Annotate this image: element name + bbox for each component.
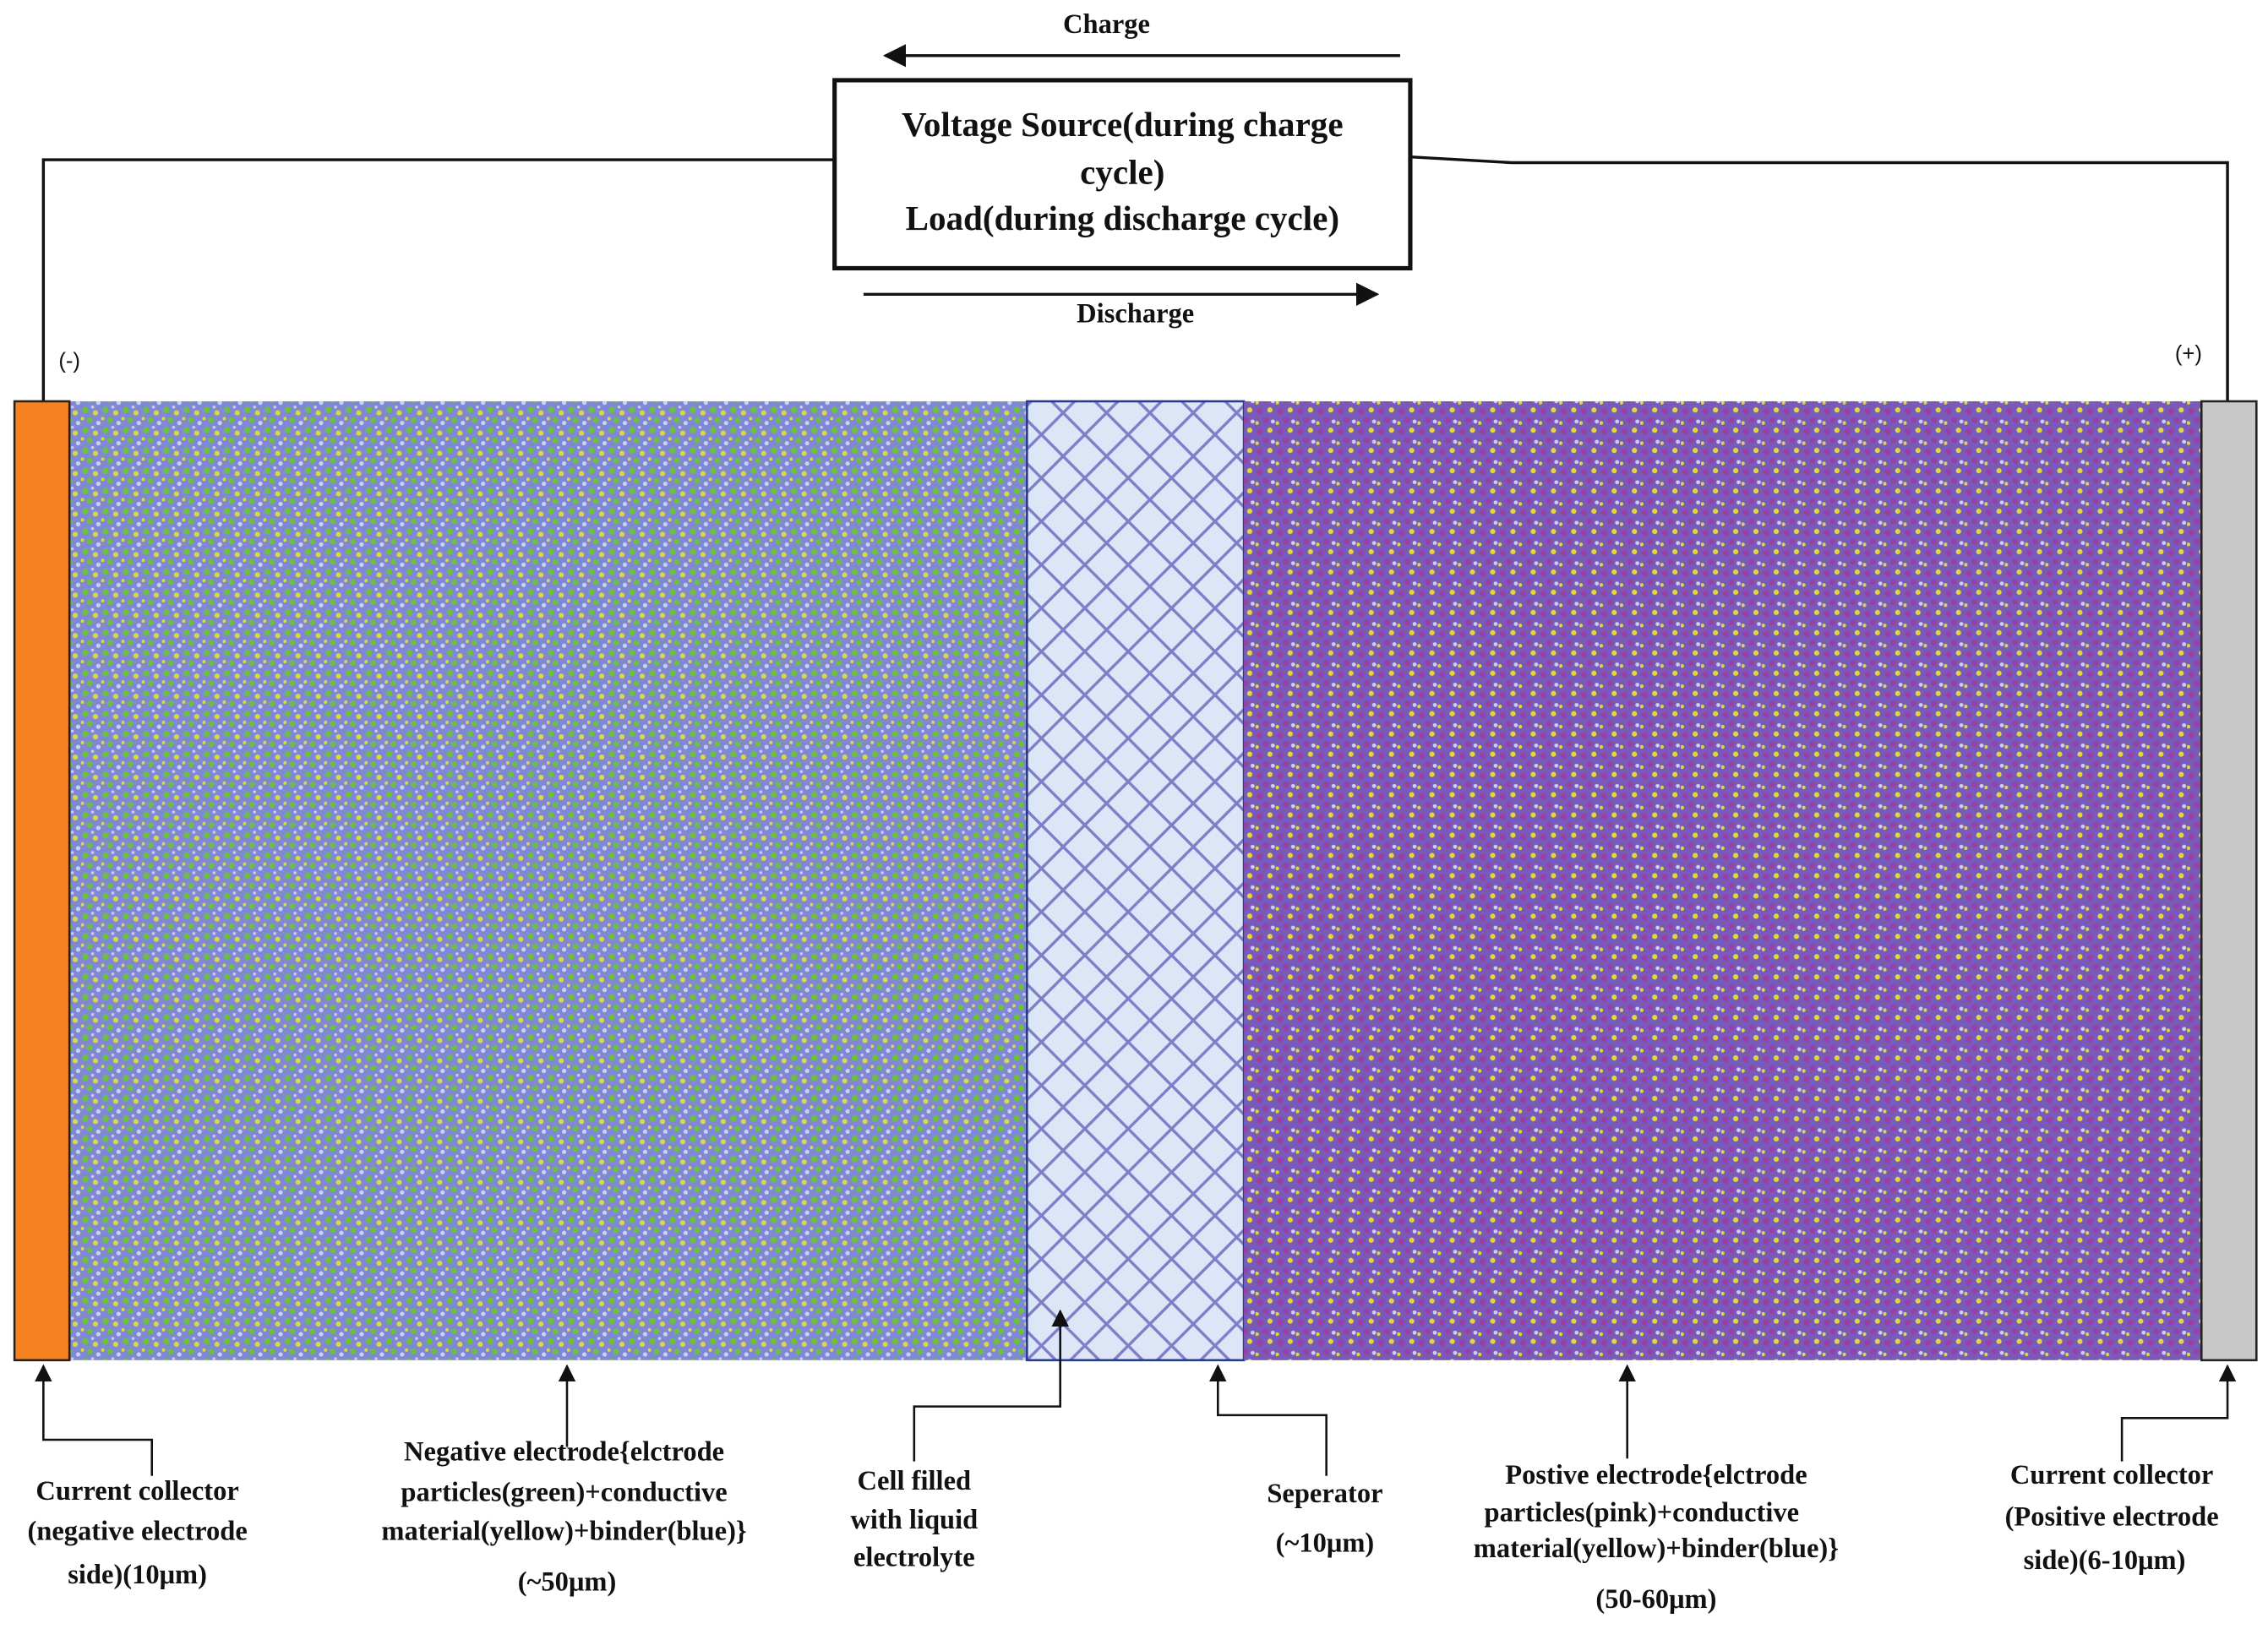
label-line: (Positive electrode (2005, 1502, 2219, 1533)
label-line: (50-60μm) (1595, 1584, 1716, 1615)
label-line: particles(pink)+conductive (1485, 1497, 1800, 1528)
label-line: Cell filled (858, 1466, 972, 1496)
terminal-label: (+) (2175, 342, 2202, 366)
label-line: Current collector (2010, 1460, 2213, 1490)
label-line: particles(green)+conductive (401, 1477, 727, 1507)
callout (1209, 1364, 1328, 1476)
positive-collector (2200, 400, 2258, 1362)
label-line: electrolyte (853, 1543, 975, 1573)
label-line: Current collector (35, 1476, 238, 1507)
wire (41, 158, 835, 401)
label-line: Negative electrode{elctrode (404, 1437, 724, 1468)
positive-electrode (1244, 400, 2202, 1360)
wire (1409, 155, 2229, 401)
terminal-label: (-) (58, 350, 80, 373)
label-line: Postive electrode{elctrode (1505, 1460, 1807, 1490)
negative-collector (13, 400, 71, 1362)
power-box (832, 78, 1413, 271)
label-line: material(yellow)+binder(blue)} (381, 1517, 746, 1547)
box-text: Voltage Source(during charge (902, 105, 1344, 144)
label-line: side)(6-10μm) (2024, 1545, 2186, 1576)
charge-label: Charge (1063, 9, 1150, 40)
label-line: Seperator (1267, 1479, 1382, 1509)
label-line: side)(10μm) (68, 1560, 207, 1590)
discharge-label: Discharge (1077, 298, 1194, 329)
label-line: (~50μm) (518, 1567, 617, 1598)
box-text: Load(during discharge cycle) (906, 199, 1339, 237)
callout (35, 1364, 154, 1476)
label-line: with liquid (850, 1505, 978, 1535)
negative-electrode (69, 400, 1028, 1360)
callout (2120, 1364, 2237, 1462)
label-line: (~10μm) (1276, 1528, 1375, 1558)
label-line: material(yellow)+binder(blue)} (1474, 1534, 1839, 1564)
callout (913, 1309, 1069, 1462)
label-line: (negative electrode (27, 1517, 247, 1547)
separator (1026, 400, 1246, 1362)
box-text: cycle) (1080, 152, 1164, 191)
